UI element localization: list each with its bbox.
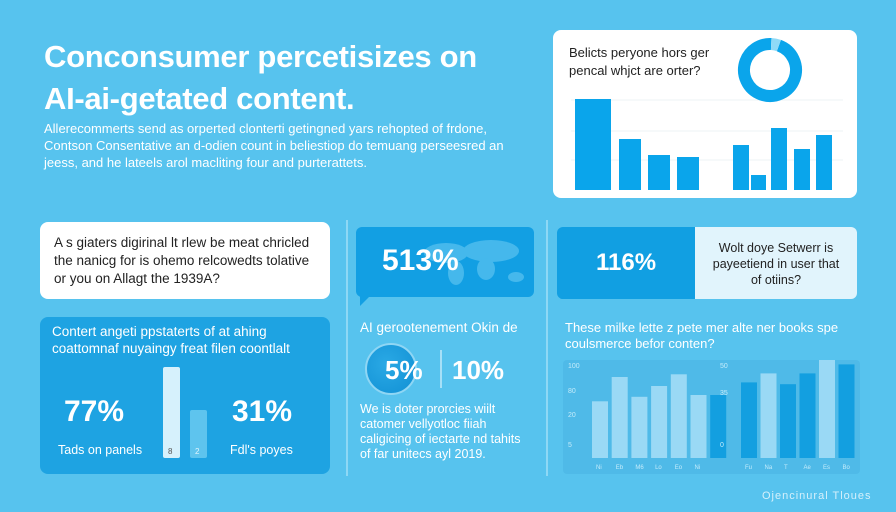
top-bar [619,139,641,190]
x-tick-label: Eb [616,465,624,471]
mini-bar-1: 8 [163,367,180,458]
top-bar [771,128,787,190]
stat-right-label: Fdl's poyes [230,443,293,457]
stat-right: 31% [232,395,293,428]
donut-slice [738,38,802,102]
comparison-bar [592,401,608,458]
x-tick-label: Na [765,465,773,471]
comparison-bar [710,395,727,458]
y-tick-label: 100 [568,363,580,370]
stat-b: 10% [452,355,505,385]
middle-heading: AI gerootenement Okin de [360,320,518,335]
page-title: Conconsumer percetisizes on AI-ai-getate… [44,36,477,120]
top-card-question: Belicts peryone hors ger pencal whjct ar… [569,45,710,78]
divider-left [346,220,348,476]
x-tick-label: M6 [635,465,644,471]
x-tick-label: Ni [695,465,701,471]
x-tick-label: T [784,465,788,471]
footer-source: Ojencinural Tloues [762,490,872,502]
y-tick-label: 0 [720,442,724,449]
x-tick-label: Ae [804,465,812,471]
top-chart [571,38,843,190]
y-tick-label: 20 [568,412,576,419]
comparison-bar [760,373,777,458]
comparison-charts: 100 80 20 5 Ni Eb M6 Lo Eo Ni 50 35 0 Fu Na T Ae Es Bo [568,359,855,471]
stat-question: Wolt doye Setwerr is payeetiend in user … [695,227,857,299]
y-tick-label: 80 [568,388,576,395]
stat-value: 116% [557,227,695,299]
world-map-icon [424,240,524,285]
stats-panel-heading: Contert angeti ppstaterts of at ahing co… [52,324,290,356]
top-bar [794,149,810,190]
question-card: A s giaters digirinal lt rlew be meat ch… [40,222,330,299]
stat-left: 77% [64,395,125,428]
stat-question-box: 116% Wolt doye Setwerr is payeetiend in … [557,227,857,299]
comparison-bar [670,374,687,458]
title-line-2: AI-ai-getated content. [44,81,355,116]
mini-bar-2: 2 [190,410,207,458]
top-chart-card: Belicts peryone hors ger pencal whjct ar… [553,30,857,198]
globe-icon [365,343,417,395]
comparison-bar [741,382,757,458]
title-line-1: Conconsumer percetisizes on [44,39,477,74]
stat-separator [440,350,442,388]
right-heading: These milke lette z pete mer alte ner bo… [565,320,839,351]
top-bar [816,135,832,190]
x-tick-label: Fu [745,465,752,471]
bubble-stat: 513% [382,244,459,277]
top-bar [751,175,766,190]
y-tick-label: 35 [720,390,728,397]
x-tick-label: Ni [596,465,602,471]
mini-bar-1-label: 8 [168,447,173,456]
stat-a: 5% [385,355,423,385]
comparison-bar [819,359,835,458]
top-bar [575,99,611,190]
stat-bubble: 513% [356,227,534,306]
comparison-bar [690,395,707,458]
y-tick-label: 50 [720,363,728,370]
comparison-chart-panel: 100 80 20 5 Ni Eb M6 Lo Eo Ni 50 35 0 Fu Na T Ae Es Bo [563,359,860,474]
comparison-bar [631,396,648,458]
top-bar [648,155,670,190]
mini-bar-2-label: 2 [195,447,200,456]
y-tick-label: 5 [568,442,572,449]
x-tick-label: Bo [843,465,851,471]
x-tick-label: Lo [655,465,662,471]
donut-slice [738,38,802,102]
top-bar [677,157,699,190]
stats-panel: Contert angeti ppstaterts of at ahing co… [40,317,330,474]
comparison-bar [838,364,855,458]
x-tick-label: Es [823,465,830,471]
comparison-bar [799,373,816,458]
middle-body: We is doter prorcies wiilt catomer velly… [360,402,521,461]
comparison-bar [780,384,796,458]
x-tick-label: Eo [675,465,683,471]
comparison-bar [651,386,668,458]
stat-left-label: Tads on panels [58,443,143,457]
intro-text: Allerecommerts send as orperted clontert… [44,121,504,170]
top-bar [733,145,749,190]
divider-right [546,220,548,476]
comparison-bar [611,377,628,458]
